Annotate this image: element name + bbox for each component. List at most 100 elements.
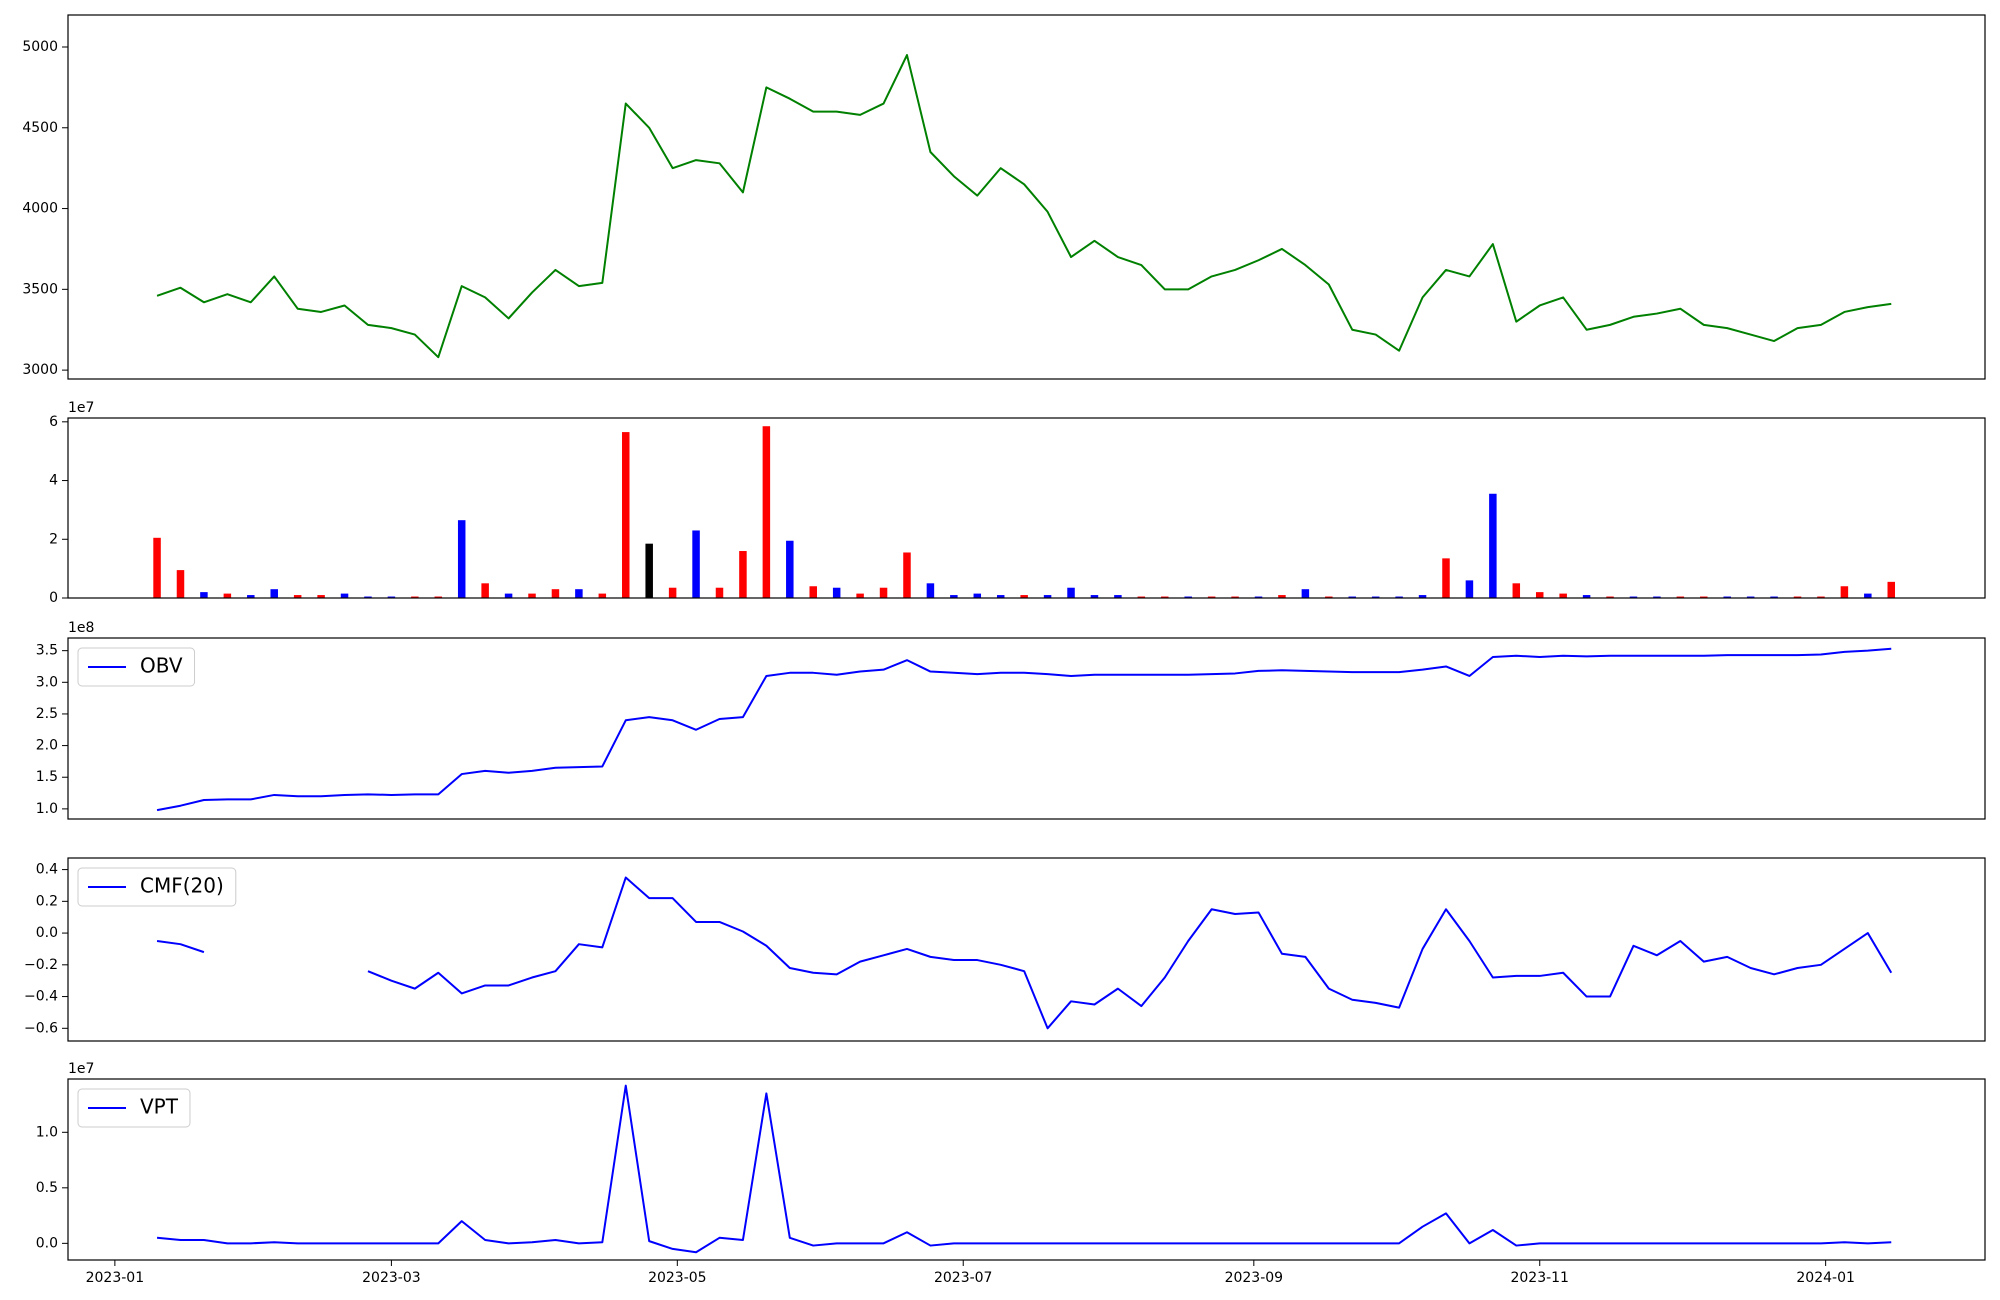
x-tick-label: 2023-05 [648,1270,707,1286]
plot-frame [67,417,1986,599]
y-tick-label: 0.2 [36,893,58,909]
x-tick-label: 2023-11 [1510,1270,1569,1286]
bar [1418,595,1427,598]
plot-frame [67,1078,1986,1261]
bar [1840,586,1849,598]
y-tick-label: 2.0 [36,738,58,754]
y-tick-label: 6 [49,414,58,430]
y-tick-label: 1.0 [36,1124,58,1140]
bar [387,596,396,598]
bar [1090,595,1099,598]
bar [293,595,302,598]
y-tick-label: 0.5 [36,1180,58,1196]
bar [1700,596,1708,598]
y-tick-label: 3000 [22,362,58,378]
bar [879,587,888,598]
bar [856,593,864,598]
bar [903,552,911,598]
bar [1395,596,1403,598]
bar [1231,596,1239,598]
bar [1067,587,1075,598]
x-tick-label: 2023-01 [86,1270,145,1286]
bar [153,537,161,598]
legend-label: CMF(20) [140,874,224,898]
bar [622,432,630,598]
bar [200,592,208,598]
y-tick-label: 3.0 [36,674,58,690]
offset-label: 1e7 [68,1061,94,1077]
bar [1278,595,1286,598]
bar [1465,580,1474,598]
bar [996,595,1005,598]
x-tick-label: 2023-03 [362,1270,421,1286]
bar [1254,596,1263,598]
bar [575,589,583,598]
y-tick-label: 1.0 [36,801,58,817]
offset-label: 1e8 [68,620,94,636]
plot-frame [67,637,1986,820]
bar [1559,593,1567,598]
bar [1348,596,1356,598]
bar [1184,596,1192,598]
x-tick-label: 2024-01 [1796,1270,1855,1286]
line [156,647,1892,812]
bar [973,593,982,598]
y-tick-label: 3500 [22,281,58,297]
bar [340,593,349,598]
y-tick-label: 4000 [22,201,58,217]
bar [645,543,653,598]
y-tick-label: 4500 [22,120,58,136]
bar [1793,596,1802,598]
bar [1137,596,1146,598]
bar [1442,558,1450,598]
bar [1043,595,1052,598]
bar [762,426,771,598]
bar [739,551,747,598]
legend-label: VPT [140,1095,179,1119]
bar [1114,595,1122,598]
bar [1582,595,1591,598]
bar [481,583,489,598]
plot-frame [67,857,1986,1042]
y-tick-label: 3.5 [36,643,58,659]
line [156,54,1892,359]
line [156,876,1893,1030]
legend-box [77,647,196,687]
bar [692,530,700,598]
y-tick-label: 0.0 [36,1235,58,1251]
y-tick-label: 2 [49,531,58,547]
y-tick-label: 0.4 [36,862,58,878]
bar [715,587,724,598]
bar [317,595,325,598]
y-tick-label: −0.2 [24,957,58,973]
bar [457,520,466,598]
bar [809,586,817,598]
bar [1512,583,1521,598]
bar [528,593,536,598]
bar [504,593,513,598]
bar [1301,589,1310,598]
bar [1723,596,1731,598]
bar [1325,596,1333,598]
y-tick-label: 2.5 [36,706,58,722]
bar [1676,596,1685,598]
bar [786,540,794,598]
legend-box [77,867,237,907]
bar [1864,593,1872,598]
bar [1606,596,1614,598]
bar [1746,596,1755,598]
bar [1817,596,1825,598]
legend-label: OBV [140,654,183,678]
bar [434,596,443,598]
offset-label: 1e7 [68,400,94,416]
bar [668,587,677,598]
y-tick-label: 0.0 [36,925,58,941]
bar [1020,595,1028,598]
bar [176,570,185,598]
legend-box [77,1088,191,1128]
bar [1770,596,1778,598]
y-tick-label: −0.4 [24,989,58,1005]
line [156,1084,1892,1254]
bar [364,596,372,598]
